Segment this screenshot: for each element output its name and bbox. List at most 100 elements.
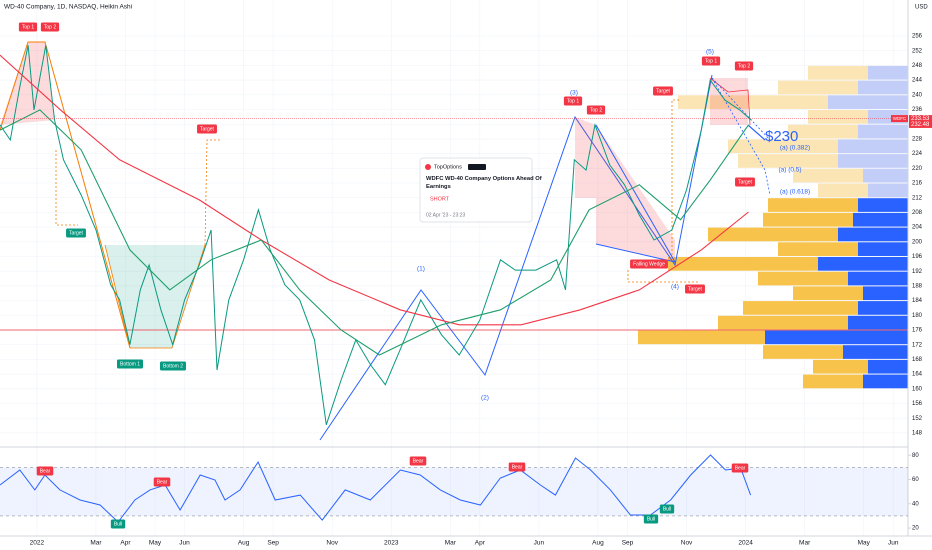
profile-down [838, 154, 908, 168]
price-label-bg [909, 120, 932, 128]
x-tick-label: Jun [888, 540, 899, 547]
wave-label: (4) [671, 284, 679, 291]
profile-down [863, 374, 908, 389]
profile-down [848, 315, 908, 330]
label-text: Bottom 1 [120, 361, 140, 367]
y-tick-label: 148 [912, 430, 923, 436]
wave-label: (1) [417, 266, 425, 273]
wave-label: (2) [481, 395, 489, 402]
profile-down [848, 271, 908, 286]
x-tick-label: Nov [326, 540, 338, 547]
y-tick-label: 256 [912, 34, 923, 40]
profile-up [768, 198, 858, 212]
x-tick-label: 2024 [738, 540, 753, 547]
profile-down [838, 139, 908, 154]
y-tick-label: 196 [912, 254, 923, 260]
label-bg [643, 514, 659, 524]
label-bg [653, 86, 673, 96]
symbol-tag-bg [891, 115, 908, 123]
price-label-bg [909, 115, 932, 123]
label-text: Target [656, 88, 671, 94]
label-bg [116, 359, 144, 369]
profile-up [678, 95, 828, 110]
profile-up [728, 139, 838, 154]
label-bg [159, 361, 187, 371]
label-text: Bear [413, 458, 424, 464]
y-tick-label: 224 [912, 151, 923, 157]
y-tick-label: 216 [912, 181, 923, 187]
moving-average [0, 109, 749, 356]
annotations: Top 1 Top 2 Target Target Bottom 1 Bottom 2 (1… [18, 22, 810, 402]
label-text: Target [688, 286, 703, 292]
label-bg [66, 228, 86, 238]
rsi-lines [0, 454, 752, 523]
y-tick-label: 184 [912, 298, 923, 304]
x-tick-label: Jun [534, 540, 545, 547]
series [0, 45, 908, 425]
profile-up [738, 154, 838, 168]
label-text: Bear [40, 468, 51, 474]
profile-up [708, 227, 838, 242]
target-line [55, 150, 78, 226]
profile-up [763, 345, 843, 359]
y-tick-label: 168 [912, 357, 923, 363]
profile-down [863, 168, 908, 183]
y-tick-label: 152 [912, 416, 923, 422]
profile-down [868, 183, 908, 198]
pattern-fill [0, 42, 55, 125]
rsi-tick-label: 40 [912, 501, 919, 507]
wave-line [319, 74, 713, 441]
y-tick-label: 160 [912, 386, 923, 392]
y-tick-label: 172 [912, 342, 923, 348]
x-tick-label: Mar [90, 540, 102, 547]
profile-up [813, 359, 868, 374]
label-bg [701, 56, 721, 66]
x-tick-label: 2022 [30, 540, 45, 547]
profile-up [808, 110, 868, 124]
volume-profile [638, 65, 908, 389]
x-tick-label: Jun [179, 540, 190, 547]
rsi-tick-label: 80 [912, 453, 919, 459]
x-tick-label: 2023 [384, 540, 399, 547]
label-text: Falling Wedge [633, 261, 665, 267]
label-bg [731, 463, 749, 473]
x-tick-label: Apr [120, 540, 131, 547]
label-text: Top 2 [44, 24, 56, 30]
y-tick-label: 240 [912, 92, 923, 98]
news-title-line: WDFC WD-40 Company Options Ahead Of [426, 176, 542, 182]
label-bg [586, 105, 606, 115]
profile-down [853, 212, 908, 227]
news-source: TopOptions [434, 164, 462, 170]
wedge-line [595, 124, 677, 263]
profile-down [838, 227, 908, 242]
x-tick-label: Apr [475, 540, 486, 547]
profile-down [858, 124, 908, 139]
rsi-line [0, 454, 752, 523]
profile-down [868, 359, 908, 374]
profile-up [808, 65, 868, 80]
profile-up [793, 286, 863, 301]
profile-up [668, 256, 818, 271]
label-text: Target [738, 179, 753, 185]
news-card[interactable]: TopOptions WDFC WD-40 Company Options Ah… [419, 157, 542, 223]
x-tick-label: Aug [592, 540, 604, 547]
label-bg [18, 22, 38, 32]
news-title-line: Earnings [426, 184, 451, 190]
rsi-tick-label: 20 [912, 526, 919, 532]
pattern-fill [105, 245, 205, 348]
label-text: Bear [157, 479, 168, 485]
profile-up [718, 315, 848, 330]
news-direction: SHORT [430, 196, 450, 202]
y-tick-label: 164 [912, 372, 923, 378]
label-bg [735, 177, 755, 187]
chart-title: WD-40 Company, 1D, NASDAQ, Heikin Ashi [4, 4, 132, 11]
label-bg [734, 61, 754, 71]
target-line [671, 99, 680, 255]
y-tick-label: 220 [912, 166, 923, 172]
y-tick-label: 236 [912, 107, 923, 113]
profile-down [858, 301, 908, 315]
y-tick-label: 188 [912, 283, 923, 289]
label-bg [630, 259, 668, 269]
label-text: Top 2 [590, 107, 602, 113]
